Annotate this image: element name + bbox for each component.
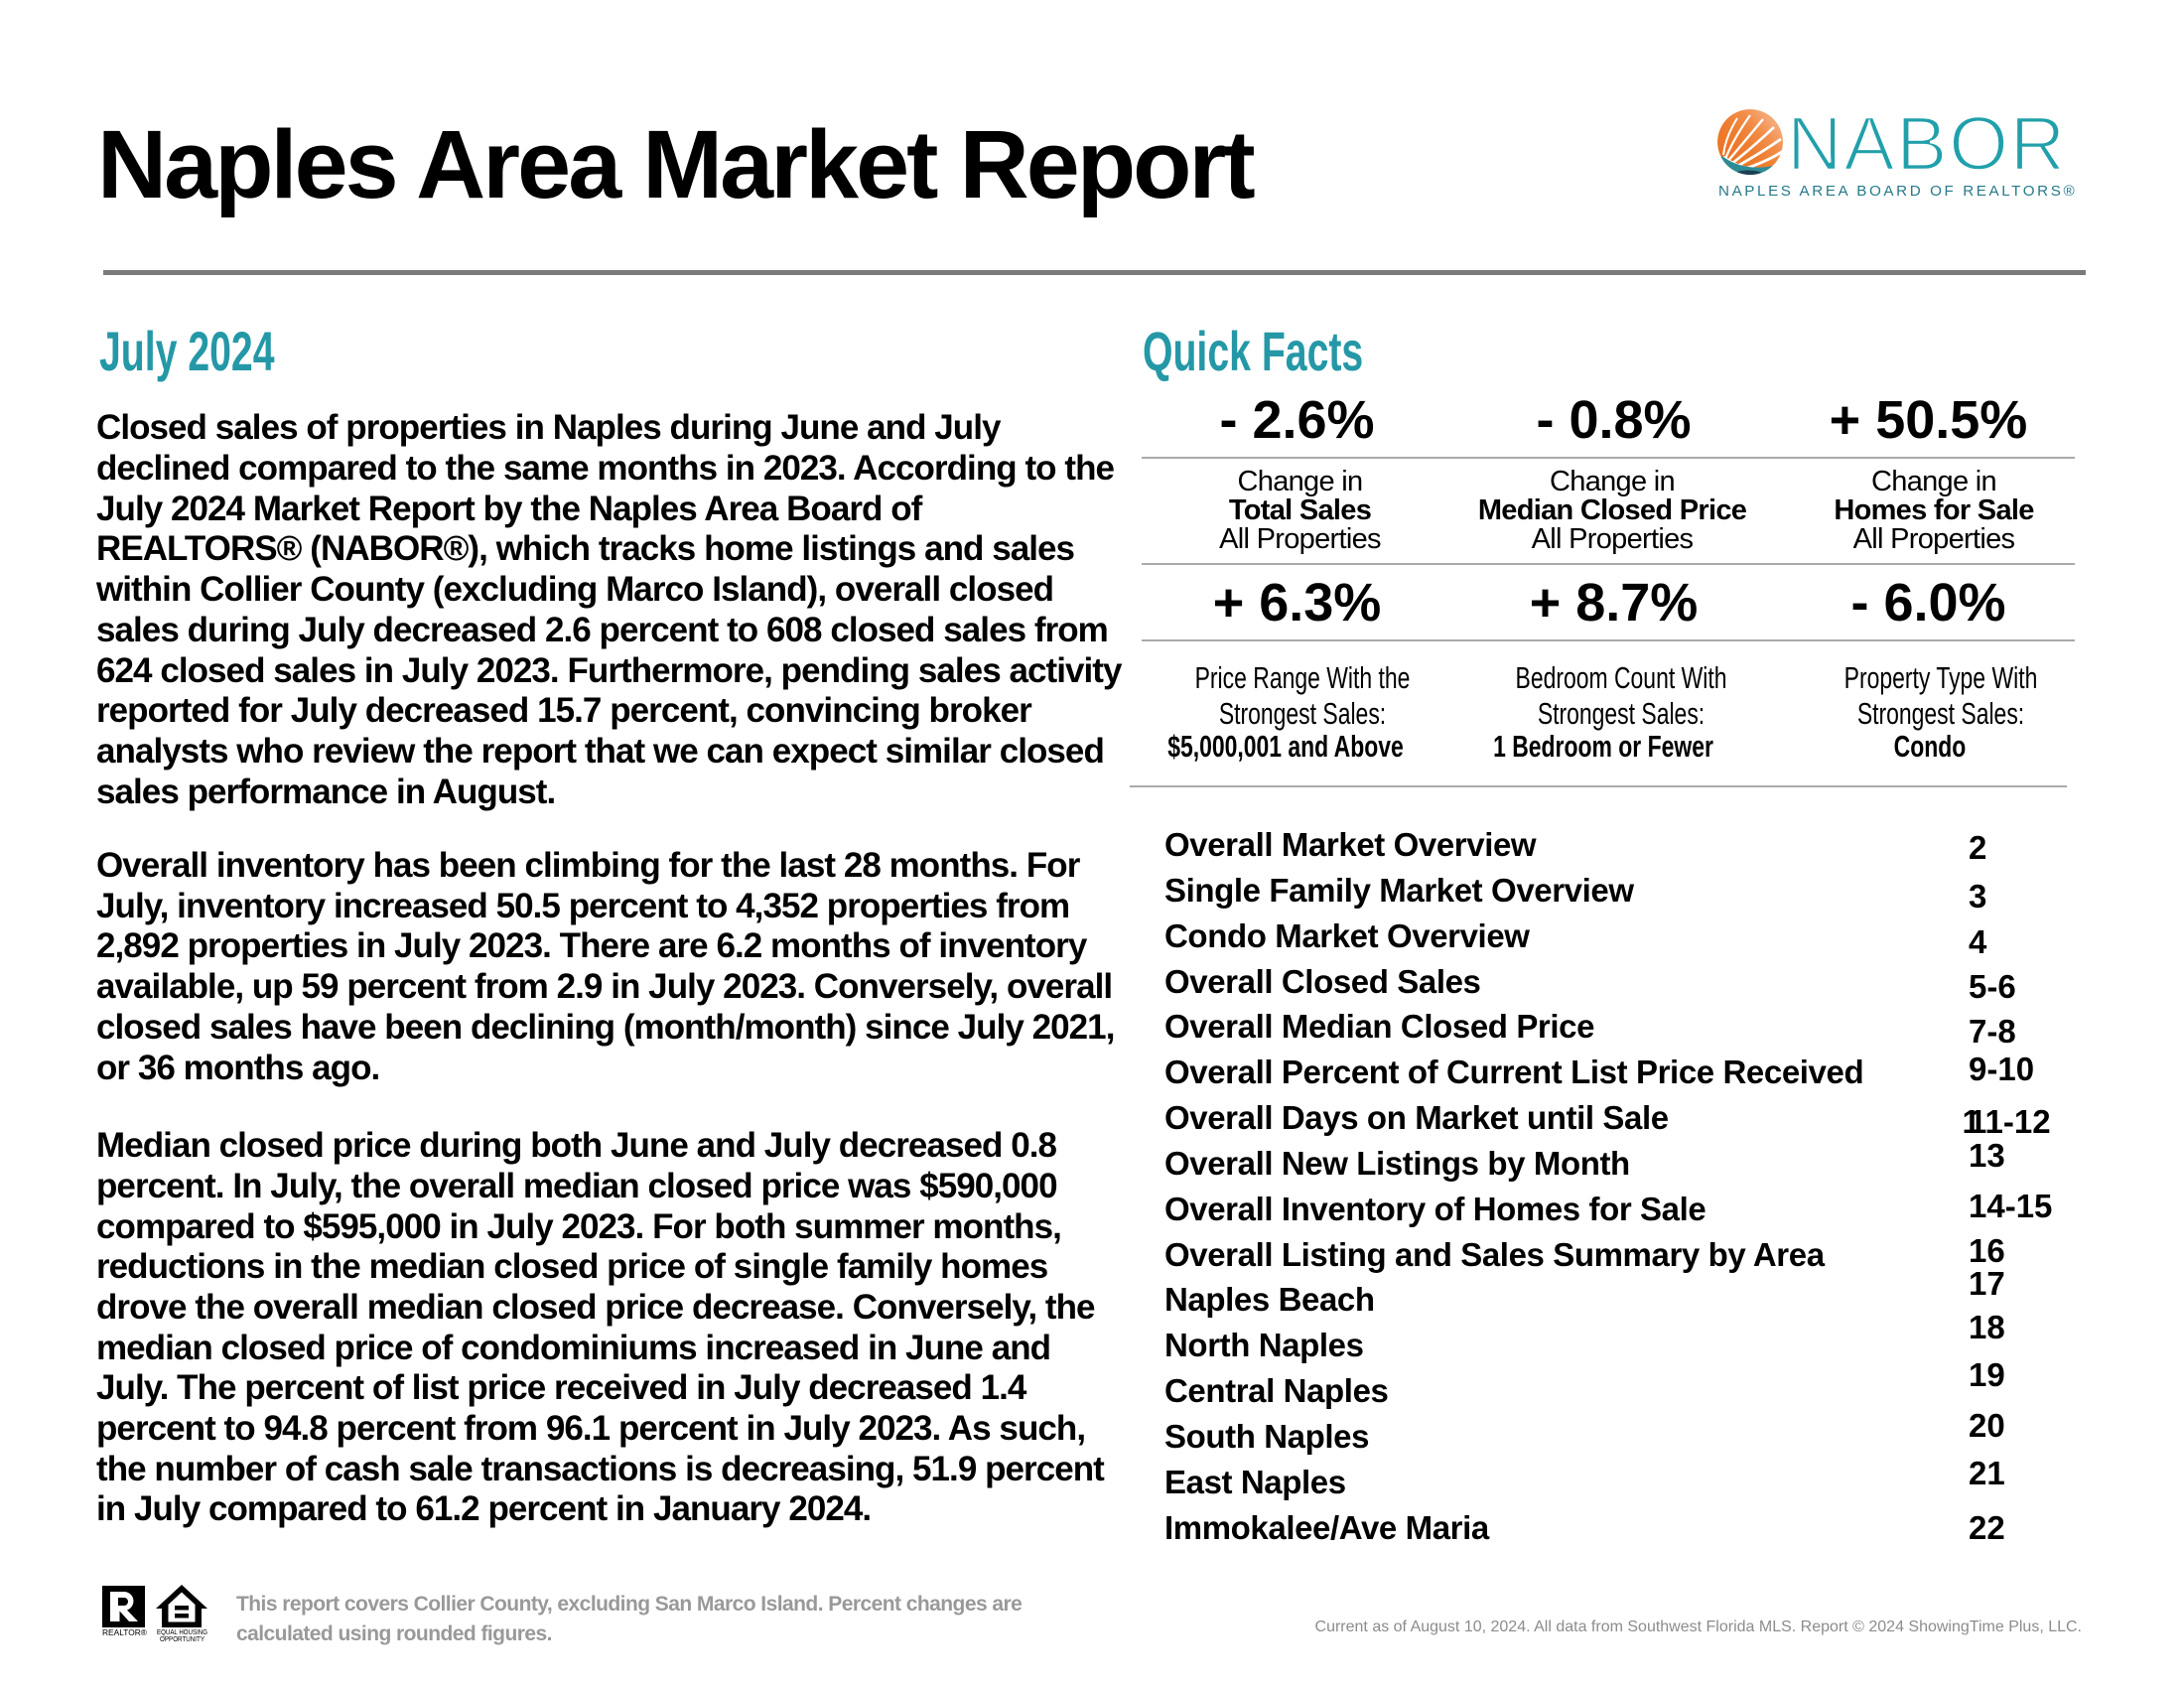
svg-text:REALTOR®: REALTOR® xyxy=(102,1627,148,1637)
svg-text:OPPORTUNITY: OPPORTUNITY xyxy=(160,1636,205,1643)
svg-text:EQUAL HOUSING: EQUAL HOUSING xyxy=(157,1629,207,1636)
